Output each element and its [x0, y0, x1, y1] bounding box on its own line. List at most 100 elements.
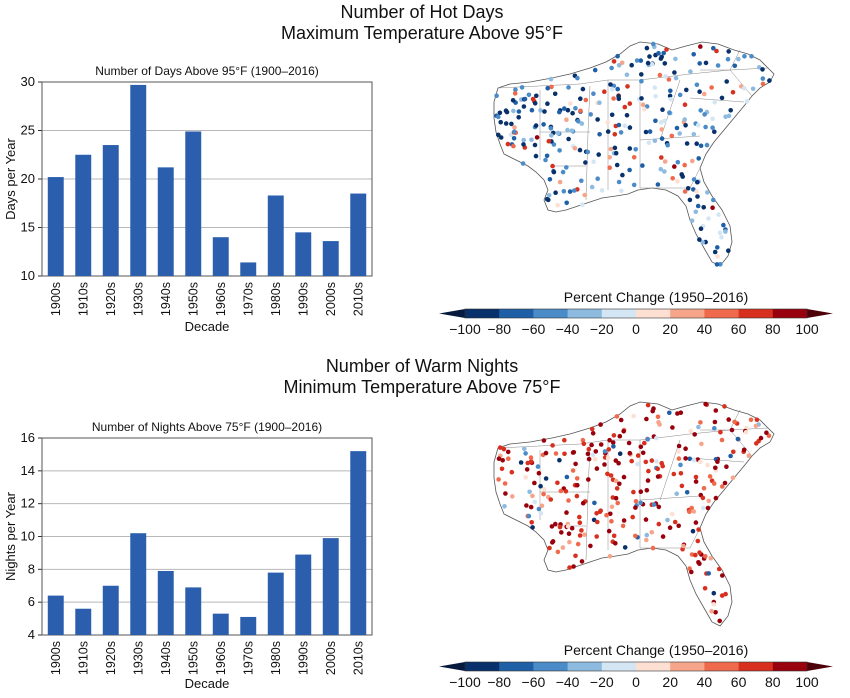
- bar-1940s: [157, 167, 174, 276]
- y-tick-label: 15: [21, 220, 35, 235]
- station-dot: [742, 54, 747, 59]
- station-dot: [702, 112, 707, 117]
- x-tick-label: 1970s: [241, 282, 255, 316]
- station-dot: [592, 456, 598, 462]
- station-dot: [620, 172, 625, 178]
- station-dot: [700, 495, 706, 501]
- station-dot: [701, 485, 707, 491]
- hot-days-bar-chart: Number of Days Above 95°F (1900–2016) 10 1…: [3, 64, 373, 334]
- colorbar-segment: [670, 309, 705, 318]
- station-dot: [557, 179, 563, 185]
- station-dot: [694, 141, 699, 146]
- colorbar-segment: [738, 309, 774, 318]
- station-dot: [499, 466, 505, 472]
- station-dot: [538, 511, 544, 516]
- bar-2010s: [350, 193, 367, 276]
- station-dot: [711, 481, 717, 486]
- station-dot: [718, 429, 723, 435]
- hot-days-map: [493, 41, 775, 267]
- station-dot: [722, 404, 727, 409]
- station-dot: [726, 113, 732, 119]
- station-dot: [689, 569, 694, 575]
- station-dot: [670, 425, 675, 430]
- station-dot: [741, 86, 747, 91]
- station-dot: [598, 422, 603, 427]
- station-dot: [669, 511, 675, 517]
- station-dot: [521, 142, 526, 147]
- station-dot: [692, 432, 697, 437]
- station-dot: [593, 449, 599, 454]
- chart-title: Number of Nights Above 75°F (1900–2016): [92, 420, 322, 434]
- station-dot: [720, 484, 725, 489]
- warm-nights-bar-chart: Number of Nights Above 75°F (1900–2016) 4…: [3, 420, 373, 691]
- station-dot: [638, 500, 643, 506]
- bar-1940s: [157, 570, 174, 635]
- y-tick-label: 4: [28, 627, 35, 642]
- station-dot: [519, 85, 525, 90]
- bar-1990s: [295, 232, 312, 276]
- station-dot: [690, 528, 696, 534]
- station-dot: [498, 119, 503, 125]
- station-dot: [639, 72, 644, 77]
- station-dot: [698, 459, 703, 465]
- station-dot: [723, 229, 728, 234]
- bar-1990s: [295, 554, 312, 635]
- station-dot: [614, 486, 620, 491]
- warm-nights-colorbar: Percent Change (1950–2016) −100 −80 −60 −40−…: [439, 642, 833, 690]
- station-dot: [693, 474, 699, 480]
- station-dot: [560, 169, 566, 175]
- station-dot: [652, 138, 658, 143]
- station-dot: [663, 74, 668, 79]
- station-dot: [578, 96, 583, 101]
- colorbar-segment: [533, 662, 569, 671]
- station-dot: [691, 52, 696, 57]
- station-dot: [651, 41, 656, 47]
- station-dot: [596, 152, 601, 157]
- station-dot: [726, 248, 731, 253]
- station-dot: [629, 458, 634, 464]
- station-dot: [545, 85, 550, 91]
- station-dot: [726, 417, 731, 422]
- station-dot: [674, 491, 679, 497]
- station-dot: [616, 122, 622, 128]
- station-dot: [595, 519, 600, 525]
- station-dot: [672, 70, 677, 75]
- station-dot: [644, 537, 649, 543]
- station-dot: [658, 120, 664, 125]
- station-dot: [572, 188, 577, 193]
- station-dot: [521, 137, 526, 143]
- station-dot: [656, 420, 661, 425]
- station-dot: [574, 476, 580, 481]
- station-dot: [651, 406, 656, 411]
- station-dot: [618, 417, 624, 423]
- station-dot: [697, 550, 702, 555]
- station-dot: [704, 142, 710, 148]
- station-dot: [589, 426, 595, 432]
- station-dot: [606, 528, 612, 534]
- station-dot: [760, 81, 766, 87]
- station-dot: [653, 94, 658, 99]
- state-boundary: [689, 97, 745, 103]
- station-dot: [543, 157, 548, 163]
- station-dot: [567, 565, 572, 570]
- colorbar-title: Percent Change (1950–2016): [564, 642, 748, 658]
- station-dot: [703, 124, 708, 130]
- station-dot: [698, 420, 703, 425]
- chart-title: Number of Days Above 95°F (1900–2016): [95, 64, 319, 78]
- station-dot: [662, 61, 668, 66]
- station-dot: [564, 474, 570, 480]
- station-dot: [557, 148, 562, 153]
- station-dot: [653, 118, 658, 124]
- bottom-title-line1: Number of Warm Nights: [325, 356, 519, 376]
- station-dot: [541, 491, 546, 497]
- colorbar-segment: [567, 662, 603, 671]
- station-dot: [592, 67, 598, 73]
- station-dot: [705, 505, 711, 511]
- station-dot: [547, 177, 553, 182]
- station-dot: [720, 573, 725, 578]
- station-dot: [588, 112, 593, 117]
- station-dot: [586, 456, 592, 462]
- station-dot: [660, 107, 665, 112]
- station-dot: [711, 602, 716, 607]
- station-dot: [533, 153, 539, 159]
